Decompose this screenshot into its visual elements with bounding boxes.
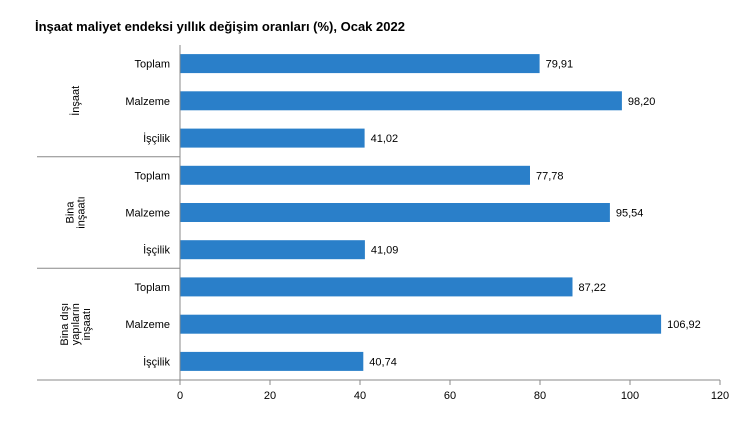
group-label-line: inşaatı <box>76 196 88 228</box>
x-tick-label: 60 <box>444 390 456 402</box>
data-label: 87,22 <box>579 282 607 294</box>
x-tick-label: 0 <box>177 390 183 402</box>
bar <box>180 165 530 185</box>
bar <box>180 203 610 222</box>
category-label: Malzeme <box>125 208 170 220</box>
x-tick-label: 100 <box>621 390 639 402</box>
category-label: Toplam <box>135 170 170 182</box>
category-label: Malzeme <box>125 319 170 331</box>
plot-area: Toplam 79,91 Malzeme 98,20 İşçilik 41,02 İnşaa… <box>37 45 729 402</box>
data-label: 41,09 <box>371 245 399 257</box>
x-tick-label: 20 <box>264 390 276 402</box>
category-label: İşçilik <box>143 355 170 368</box>
group-label: Bina dışıyapılarıninşaatı <box>59 303 93 346</box>
group-label-line: Bina dışı <box>59 303 71 346</box>
data-label: 79,91 <box>546 59 574 71</box>
group-label-line: Bina <box>65 201 77 224</box>
data-label: 41,02 <box>371 133 399 145</box>
category-label: Toplam <box>135 282 170 294</box>
data-label: 77,78 <box>536 170 564 182</box>
group-label: İnşaat <box>69 86 82 116</box>
category-label: İşçilik <box>143 132 170 145</box>
data-label: 95,54 <box>616 208 644 220</box>
group-label: Binainşaatı <box>65 196 88 228</box>
data-label: 40,74 <box>369 356 397 368</box>
category-label: Malzeme <box>125 96 170 108</box>
x-tick-label: 80 <box>534 390 546 402</box>
bar <box>180 351 364 371</box>
bar <box>180 54 540 74</box>
x-tick-label: 40 <box>354 390 366 402</box>
data-label: 98,20 <box>628 96 656 108</box>
group-label-line: inşaatı <box>81 308 93 340</box>
bar <box>180 91 622 111</box>
bar <box>180 314 662 334</box>
group-label-line: İnşaat <box>69 86 82 116</box>
chart-title: İnşaat maliyet endeksi yıllık değişim or… <box>35 19 405 34</box>
bar <box>180 128 365 148</box>
bar <box>180 277 573 297</box>
category-label: Toplam <box>135 59 170 71</box>
category-label: İşçilik <box>143 244 170 257</box>
x-tick-label: 120 <box>711 390 729 402</box>
bar <box>180 240 365 260</box>
group-label-line: yapıların <box>70 303 82 345</box>
data-label: 106,92 <box>667 319 701 331</box>
